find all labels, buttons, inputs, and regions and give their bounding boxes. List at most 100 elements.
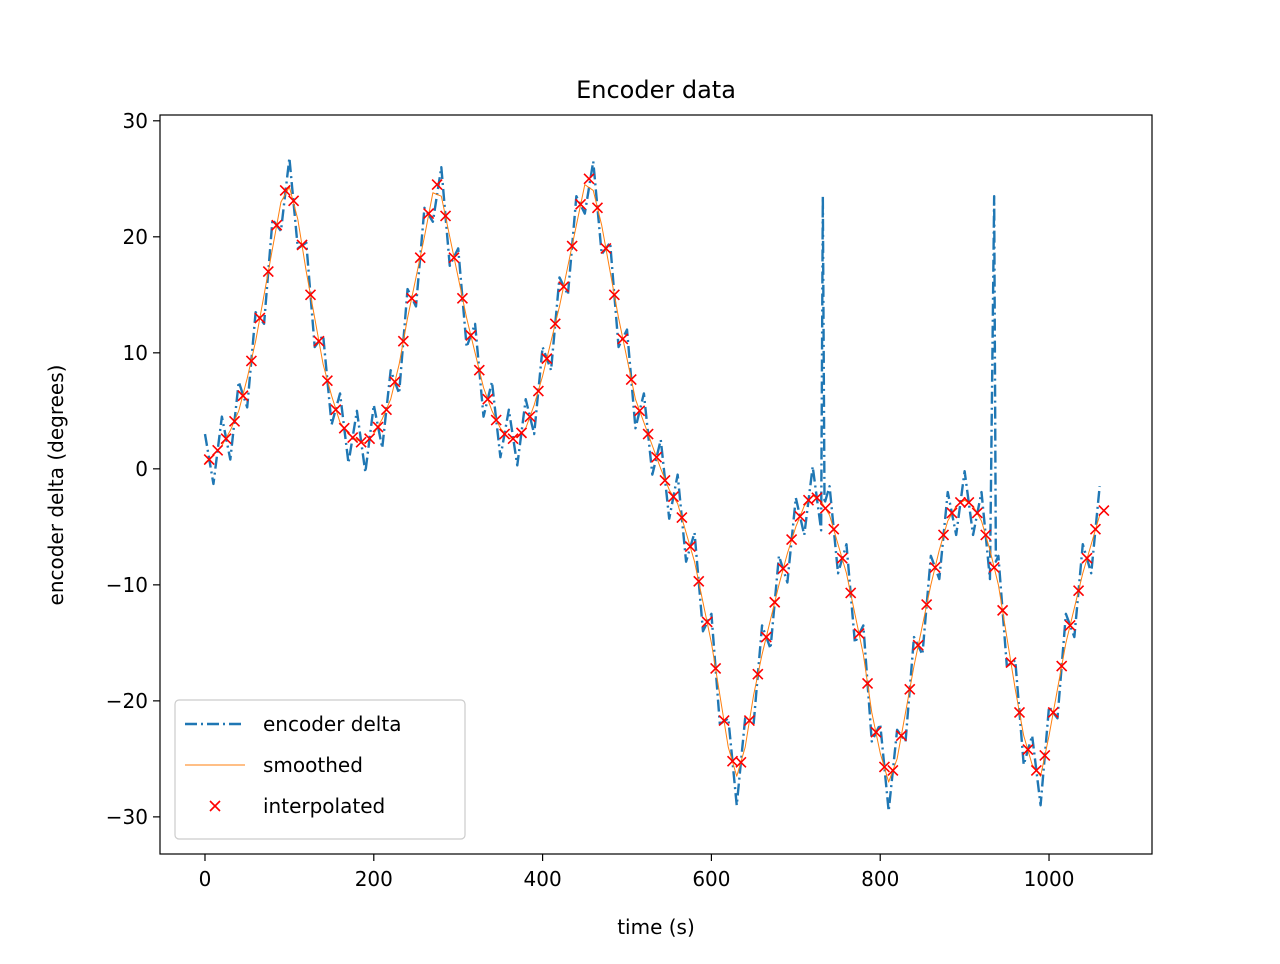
marker (946, 507, 958, 519)
marker (937, 529, 950, 541)
marker (1081, 552, 1093, 564)
marker (811, 492, 823, 504)
marker (423, 208, 435, 220)
y-tick-label: 30 (123, 109, 148, 133)
marker (617, 333, 629, 345)
marker (490, 414, 502, 426)
legend-label: encoder delta (263, 712, 401, 736)
marker (693, 575, 705, 587)
marker (473, 364, 485, 376)
y-tick-label: 0 (135, 457, 148, 481)
marker (963, 496, 975, 509)
y-tick-label: −30 (106, 805, 148, 829)
marker (1039, 749, 1051, 761)
marker (1030, 764, 1042, 777)
marker (650, 451, 663, 463)
marker (625, 373, 637, 386)
marker (355, 436, 367, 448)
marker (878, 761, 891, 773)
marker (777, 563, 789, 575)
y-tick-label: 20 (123, 225, 148, 249)
x-tick-label: 0 (199, 867, 212, 891)
marker (752, 668, 764, 680)
marker (608, 289, 620, 301)
marker (1013, 706, 1026, 719)
marker (1098, 505, 1110, 517)
marker (794, 510, 806, 522)
y-tick-label: −20 (106, 689, 148, 713)
marker (507, 433, 519, 445)
marker (929, 561, 941, 574)
marker (887, 764, 899, 777)
marker (364, 433, 376, 445)
marker (904, 683, 916, 695)
marker (997, 604, 1009, 616)
marker (583, 173, 595, 185)
marker (921, 599, 933, 611)
x-tick-label: 200 (355, 867, 393, 891)
marker (786, 534, 798, 546)
marker (456, 292, 468, 304)
marker (861, 677, 874, 690)
marker (1022, 744, 1034, 756)
marker (912, 639, 924, 651)
marker (659, 474, 671, 487)
marker (254, 312, 266, 324)
marker (591, 202, 604, 214)
marker (1073, 585, 1085, 597)
marker (330, 404, 342, 416)
marker (397, 335, 409, 347)
marker (845, 587, 857, 599)
marker (482, 393, 494, 405)
marker (212, 444, 224, 456)
marker (760, 631, 772, 643)
chart-title: Encoder data (576, 76, 736, 104)
axes-frame (159, 114, 1153, 855)
marker (389, 376, 401, 388)
marker (524, 411, 536, 423)
marker (313, 335, 325, 347)
marker (439, 210, 452, 222)
marker (347, 431, 359, 444)
marker (558, 281, 570, 293)
marker (515, 427, 528, 439)
marker (448, 252, 460, 264)
marker (271, 219, 283, 231)
plot-area (203, 156, 1110, 813)
marker (575, 198, 587, 210)
marker (895, 730, 907, 742)
marker (321, 375, 333, 387)
x-tick-label: 600 (692, 867, 730, 891)
marker (237, 390, 249, 402)
marker (684, 541, 696, 553)
marker (980, 529, 992, 541)
marker (710, 662, 722, 674)
marker (431, 179, 443, 191)
marker (541, 353, 553, 365)
marker (600, 242, 612, 254)
marker (853, 628, 865, 640)
marker (203, 453, 215, 466)
marker (228, 415, 241, 427)
marker (372, 421, 384, 433)
marker (380, 404, 393, 416)
marker (819, 502, 831, 514)
marker (304, 289, 317, 301)
marker (836, 552, 848, 564)
marker (1005, 657, 1017, 669)
marker (718, 715, 730, 727)
marker (1089, 523, 1102, 535)
marker (1064, 619, 1076, 632)
marker (769, 596, 781, 608)
marker (549, 318, 561, 330)
marker (743, 715, 755, 727)
marker (220, 433, 232, 445)
marker (566, 240, 578, 252)
x-tick-label: 400 (524, 867, 562, 891)
x-tick-label: 1000 (1024, 867, 1075, 891)
y-axis-label: encoder delta (degrees) (44, 365, 68, 606)
marker (279, 184, 291, 196)
marker (634, 405, 646, 417)
marker (954, 496, 966, 509)
